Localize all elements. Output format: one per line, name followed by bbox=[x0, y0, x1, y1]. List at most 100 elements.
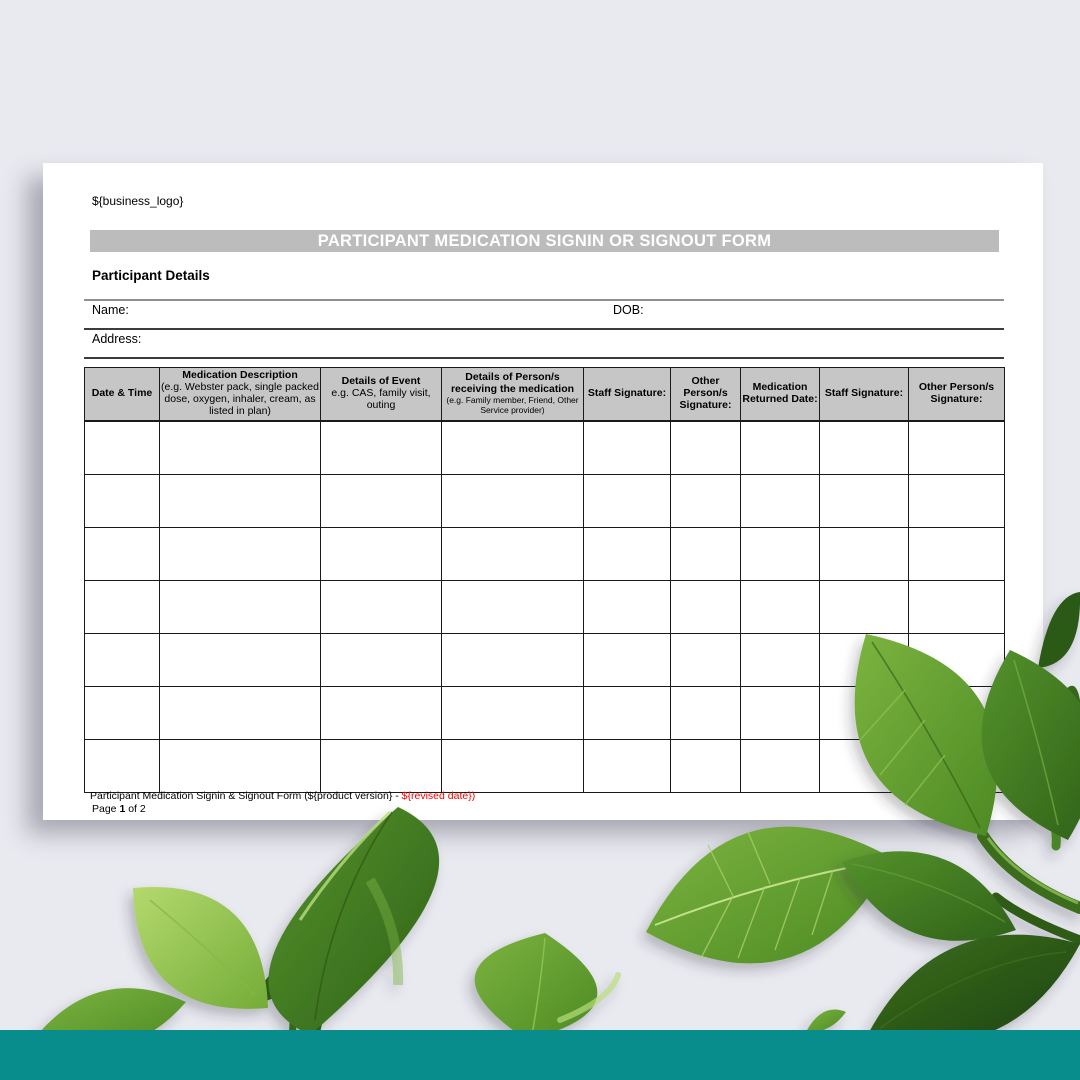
empty-cell bbox=[819, 420, 909, 475]
teal-footer-bar bbox=[0, 1030, 1080, 1080]
empty-cell bbox=[670, 739, 741, 793]
center-leaves bbox=[474, 826, 892, 1040]
empty-cell bbox=[670, 420, 741, 475]
empty-cell bbox=[320, 420, 442, 475]
empty-cell bbox=[670, 633, 741, 687]
empty-cell bbox=[583, 527, 671, 581]
document-page: ${business_logo} PARTICIPANT MEDICATION … bbox=[43, 163, 1043, 820]
empty-cell bbox=[441, 739, 584, 793]
form-title-banner: PARTICIPANT MEDICATION SIGNIN OR SIGNOUT… bbox=[90, 230, 999, 252]
empty-cell bbox=[320, 686, 442, 740]
empty-cell bbox=[320, 474, 442, 528]
empty-cell bbox=[583, 420, 671, 475]
empty-cell bbox=[670, 474, 741, 528]
empty-cell bbox=[740, 420, 820, 475]
table-row bbox=[84, 686, 1005, 740]
divider-top bbox=[84, 299, 1004, 301]
empty-cell bbox=[84, 686, 160, 740]
empty-cell bbox=[159, 633, 321, 687]
column-header-other-person-signature-out: Other Person/s Signature: bbox=[908, 367, 1005, 422]
footer-text: Participant Medication Signin & Signout … bbox=[90, 790, 402, 802]
divider-middle bbox=[84, 328, 1004, 330]
empty-cell bbox=[320, 739, 442, 793]
table-row bbox=[84, 527, 1005, 581]
empty-cell bbox=[819, 527, 909, 581]
footer-revised-date: ${revised date}) bbox=[401, 790, 476, 802]
empty-cell bbox=[908, 527, 1005, 581]
empty-cell bbox=[441, 527, 584, 581]
dob-label: DOB: bbox=[613, 303, 644, 317]
empty-cell bbox=[320, 580, 442, 634]
empty-cell bbox=[84, 739, 160, 793]
empty-cell bbox=[908, 633, 1005, 687]
empty-cell bbox=[819, 633, 909, 687]
empty-cell bbox=[670, 527, 741, 581]
empty-cell bbox=[583, 686, 671, 740]
divider-bottom bbox=[84, 357, 1004, 359]
empty-cell bbox=[583, 474, 671, 528]
empty-cell bbox=[740, 527, 820, 581]
medication-table: Date & Time Medication Description (e.g. … bbox=[84, 367, 1005, 793]
empty-cell bbox=[908, 420, 1005, 475]
empty-cell bbox=[84, 580, 160, 634]
empty-cell bbox=[159, 527, 321, 581]
table-row bbox=[84, 739, 1005, 793]
table-row bbox=[84, 474, 1005, 528]
empty-cell bbox=[320, 633, 442, 687]
empty-cell bbox=[159, 580, 321, 634]
empty-cell bbox=[670, 686, 741, 740]
table-row bbox=[84, 580, 1005, 634]
empty-cell bbox=[819, 686, 909, 740]
section-heading: Participant Details bbox=[92, 268, 210, 283]
table-row bbox=[84, 420, 1005, 475]
empty-cell bbox=[441, 474, 584, 528]
empty-cell bbox=[908, 474, 1005, 528]
empty-cell bbox=[670, 580, 741, 634]
empty-cell bbox=[740, 474, 820, 528]
empty-cell bbox=[159, 420, 321, 475]
empty-cell bbox=[84, 474, 160, 528]
column-header-staff-signature-out: Staff Signature: bbox=[819, 367, 909, 422]
address-label: Address: bbox=[92, 332, 142, 346]
empty-cell bbox=[740, 686, 820, 740]
empty-cell bbox=[441, 633, 584, 687]
empty-cell bbox=[819, 739, 909, 793]
column-header-details-of-event: Details of Event e.g. CAS, family visit, … bbox=[320, 367, 442, 422]
table-header-row: Date & Time Medication Description (e.g. … bbox=[84, 367, 1005, 422]
column-header-other-person-signature-in: Other Person/s Signature: bbox=[670, 367, 741, 422]
empty-cell bbox=[159, 686, 321, 740]
empty-cell bbox=[740, 633, 820, 687]
empty-cell bbox=[84, 633, 160, 687]
empty-cell bbox=[583, 633, 671, 687]
table-body bbox=[84, 420, 1005, 793]
empty-cell bbox=[441, 420, 584, 475]
empty-cell bbox=[740, 580, 820, 634]
empty-cell bbox=[583, 580, 671, 634]
empty-cell bbox=[441, 580, 584, 634]
business-logo-placeholder: ${business_logo} bbox=[92, 194, 184, 208]
left-plant-leaves bbox=[38, 807, 440, 1048]
empty-cell bbox=[740, 739, 820, 793]
empty-cell bbox=[908, 686, 1005, 740]
empty-cell bbox=[159, 739, 321, 793]
empty-cell bbox=[908, 739, 1005, 793]
empty-cell bbox=[159, 474, 321, 528]
empty-cell bbox=[583, 739, 671, 793]
name-label: Name: bbox=[92, 303, 129, 317]
empty-cell bbox=[819, 474, 909, 528]
document-footer: Participant Medication Signin & Signout … bbox=[90, 790, 475, 802]
empty-cell bbox=[84, 527, 160, 581]
table-row bbox=[84, 633, 1005, 687]
empty-cell bbox=[819, 580, 909, 634]
empty-cell bbox=[320, 527, 442, 581]
empty-cell bbox=[441, 686, 584, 740]
column-header-date-time: Date & Time bbox=[84, 367, 160, 422]
page-indicator: Page 1 of 2 bbox=[92, 803, 146, 815]
column-header-staff-signature-in: Staff Signature: bbox=[583, 367, 671, 422]
empty-cell bbox=[84, 420, 160, 475]
empty-cell bbox=[908, 580, 1005, 634]
column-header-medication-description: Medication Description (e.g. Webster pack… bbox=[159, 367, 321, 422]
form-title: PARTICIPANT MEDICATION SIGNIN OR SIGNOUT… bbox=[317, 232, 772, 250]
column-header-details-of-person: Details of Person/s receiving the medica… bbox=[441, 367, 584, 422]
